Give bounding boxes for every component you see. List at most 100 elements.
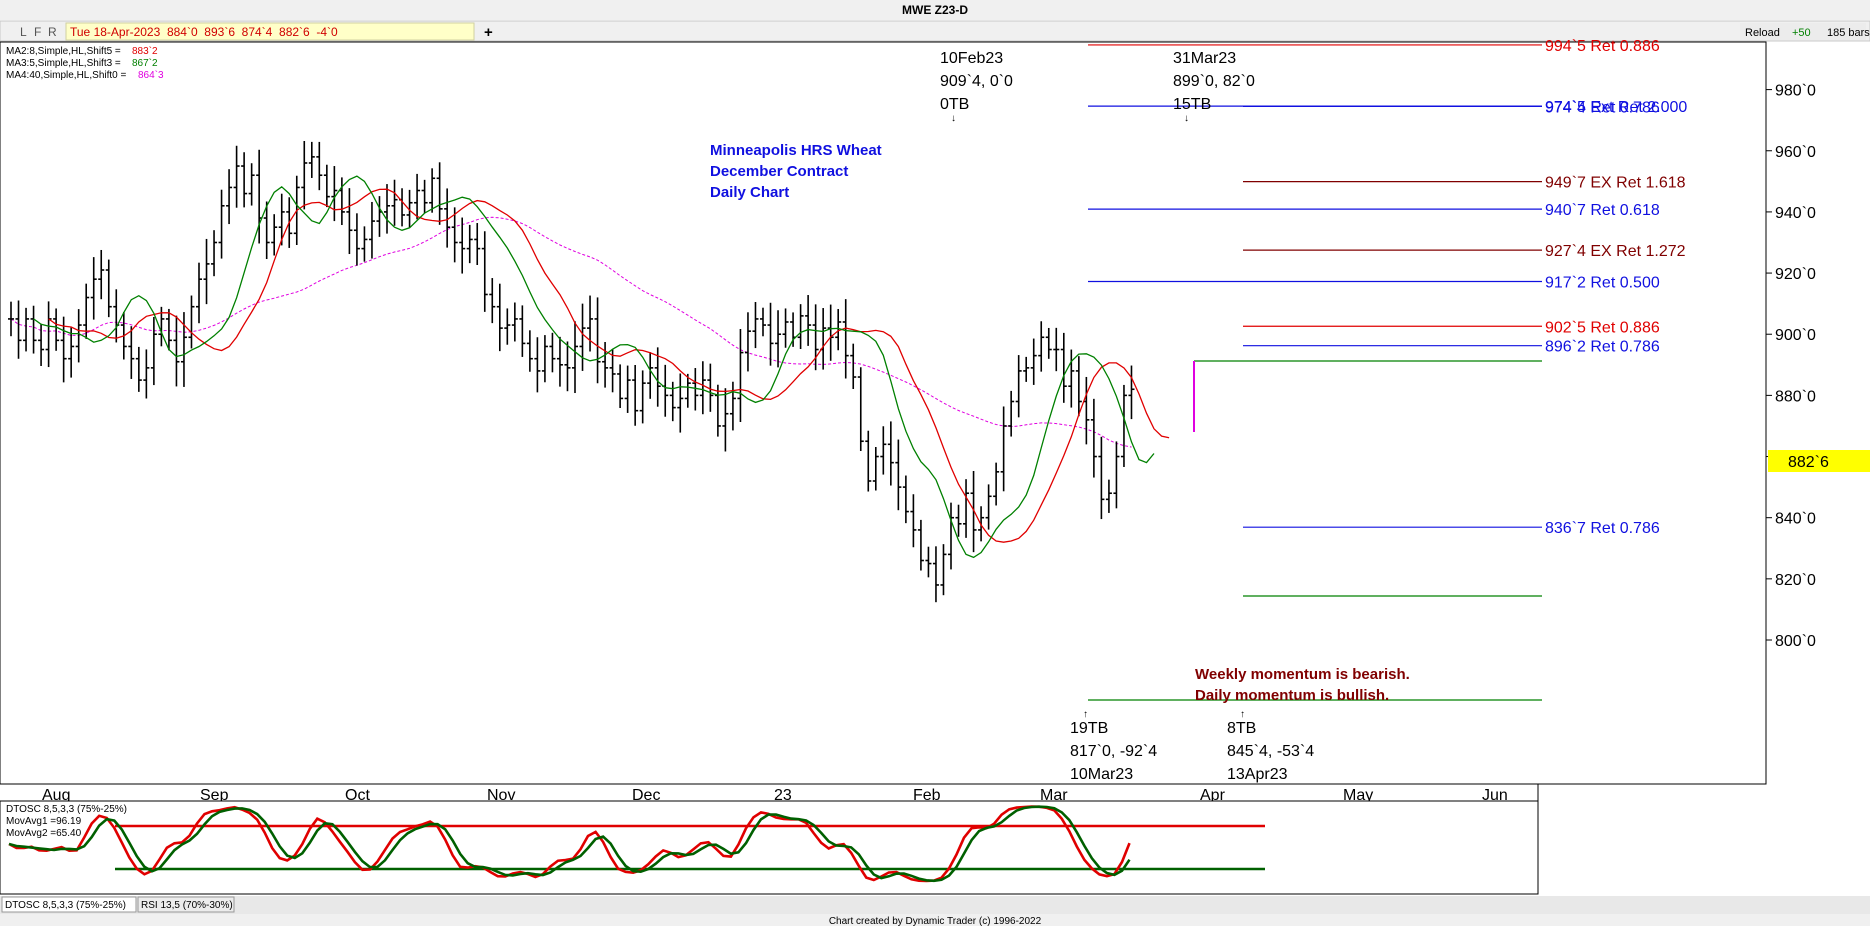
x-tick-label: Dec [632, 787, 660, 804]
ma3-value: 867`2 [132, 57, 158, 69]
x-tick-label: Sep [200, 787, 229, 804]
level-label: 994`5 Ret 0.886 [1545, 38, 1660, 55]
toolbar-letter-l[interactable]: L [20, 25, 27, 39]
pivot-13apr23-date: 13Apr23 [1227, 766, 1288, 783]
x-tick-label: Feb [913, 787, 941, 804]
pivot-31mar23-tb: 15TB [1173, 96, 1211, 113]
ma2-red-line [48, 188, 1170, 543]
x-tick-label: Aug [42, 787, 70, 804]
pivot-31mar23: 31Mar23 899`0, 82`0 15TB ↓ [1173, 50, 1255, 124]
osc-avg2-path [8, 805, 1131, 883]
osc-avg1-path [8, 805, 1131, 883]
pivot-10feb23-price: 909`4, 0`0 [940, 73, 1013, 90]
pivot-10mar23-arrow: ↑ [1083, 709, 1088, 720]
footer-credit: Chart created by Dynamic Trader (c) 1996… [829, 916, 1042, 926]
pivot-10feb23-arrow: ↓ [951, 113, 956, 124]
osc-name: DTOSC 8,5,3,3 (75%-25%) [6, 804, 127, 815]
toolbar-letter-r[interactable]: R [48, 25, 57, 39]
x-axis: Aug Sep Oct Nov Dec 23 Feb Mar Apr May Jun [42, 787, 1508, 804]
price-tag: 882`6 [1788, 454, 1829, 471]
y-tick-label: 800`0 [1775, 633, 1816, 650]
retracement-levels: 994`5 Ret 0.886 974`5 Ext Ret 2.000974`4 … [1088, 38, 1687, 537]
x-tick-label: Nov [487, 787, 515, 804]
x-tick-label: 23 [774, 787, 792, 804]
osc-avg2: MovAvg2 =65.40 [6, 828, 82, 839]
ma4-path [10, 216, 1132, 448]
level-label: 974`5 Ext Ret 2.000 [1545, 99, 1687, 116]
ma3-path [33, 175, 1155, 559]
ma4-value: 864`3 [138, 69, 164, 81]
ma4-label: MA4:40,Simple,HL,Shift0 = [6, 70, 126, 81]
x-tick-label: May [1343, 787, 1373, 804]
pivot-10feb23-date: 10Feb23 [940, 50, 1003, 67]
oscillator-lines [8, 805, 1131, 883]
level-label: 902`5 Ret 0.886 [1545, 319, 1660, 336]
pivot-10mar23-price: 817`0, -92`4 [1070, 743, 1157, 760]
indicator-legend: MA2:8,Simple,HL,Shift5 = 883`2 MA3:5,Sim… [6, 45, 164, 81]
pivot-10mar23-date: 10Mar23 [1070, 766, 1133, 783]
pivot-13apr23-price: 845`4, -53`4 [1227, 743, 1314, 760]
y-tick-label: 960`0 [1775, 144, 1816, 161]
y-tick-label: 920`0 [1775, 266, 1816, 283]
ohlc-bars [8, 141, 1135, 603]
y-tick-label: 900`0 [1775, 327, 1816, 344]
add-button[interactable]: + [484, 24, 493, 41]
tab-dtosc[interactable] [1, 896, 137, 913]
tab-strip [0, 896, 1870, 914]
title-line-2: December Contract [710, 163, 848, 180]
chart-title-annotation: Minneapolis HRS Wheat December Contract … [710, 142, 882, 201]
reload-delta: +50 [1792, 27, 1811, 39]
x-tick-label: Oct [345, 787, 370, 804]
title-line-3: Daily Chart [710, 184, 789, 201]
price-tag-bg [1768, 450, 1870, 472]
y-tick-label: 840`0 [1775, 511, 1816, 528]
ma3-label: MA3:5,Simple,HL,Shift3 = [6, 58, 121, 69]
y-tick-label: 980`0 [1775, 83, 1816, 100]
ma4-magenta-line [10, 216, 1132, 448]
ma2-path [48, 188, 1170, 543]
swing-lines [1088, 360, 1542, 701]
pivot-10mar23-tb: 19TB [1070, 720, 1108, 737]
y-tick-label: 880`0 [1775, 388, 1816, 405]
osc-avg1: MovAvg1 =96.19 [6, 816, 82, 827]
ma2-label: MA2:8,Simple,HL,Shift5 = [6, 46, 121, 57]
pivot-10feb23-tb: 0TB [940, 96, 969, 113]
x-tick-label: Mar [1040, 787, 1068, 804]
momentum-weekly: Weekly momentum is bearish. [1195, 666, 1410, 683]
reload-button[interactable]: Reload [1745, 27, 1780, 39]
pivot-31mar23-price: 899`0, 82`0 [1173, 73, 1255, 90]
level-label: 974`4 Ret 0.786 [1545, 99, 1660, 116]
title-bar [0, 0, 1870, 20]
status-area [1740, 23, 1866, 40]
window-title: MWE Z23-D [902, 3, 968, 17]
x-tick-label: Jun [1482, 787, 1508, 804]
footer-bar [0, 914, 1870, 926]
oscillator-panel [0, 800, 1539, 895]
title-line-1: Minneapolis HRS Wheat [710, 142, 882, 159]
ma2-value: 883`2 [132, 45, 158, 57]
x-tick-label: Apr [1200, 787, 1226, 804]
bars-count: 185 bars [1827, 27, 1870, 39]
y-tick-label: 940`0 [1775, 205, 1816, 222]
pivot-31mar23-arrow: ↓ [1184, 113, 1189, 124]
tab-rsi[interactable] [137, 896, 235, 913]
ma3-green-line [33, 175, 1155, 559]
plot-frame [0, 41, 1767, 785]
y-tick-label: 820`0 [1775, 572, 1816, 589]
toolbar-letter-f[interactable]: F [34, 25, 41, 39]
y-axis: 800`0820`0840`0860`0880`0900`0920`0940`0… [1766, 83, 1816, 650]
quote-bar: Tue 18-Apr-2023 884`0 893`6 874`4 882`6 … [70, 25, 338, 39]
tab-rsi-label: RSI 13,5 (70%-30%) [141, 900, 233, 911]
pivot-31mar23-date: 31Mar23 [1173, 50, 1236, 67]
level-label: 949`7 EX Ret 1.618 [1545, 175, 1686, 192]
pivot-13apr23-arrow: ↑ [1240, 709, 1245, 720]
level-label: 917`2 Ret 0.500 [1545, 274, 1660, 291]
tab-dtosc-label: DTOSC 8,5,3,3 (75%-25%) [5, 900, 126, 911]
quote-bar-bg [65, 22, 475, 41]
level-label: 940`7 Ret 0.618 [1545, 202, 1660, 219]
level-label: 896`2 Ret 0.786 [1545, 339, 1660, 356]
level-label: 927`4 EX Ret 1.272 [1545, 243, 1686, 260]
pivot-13apr23: ↑ 8TB 845`4, -53`4 13Apr23 [1227, 709, 1314, 783]
